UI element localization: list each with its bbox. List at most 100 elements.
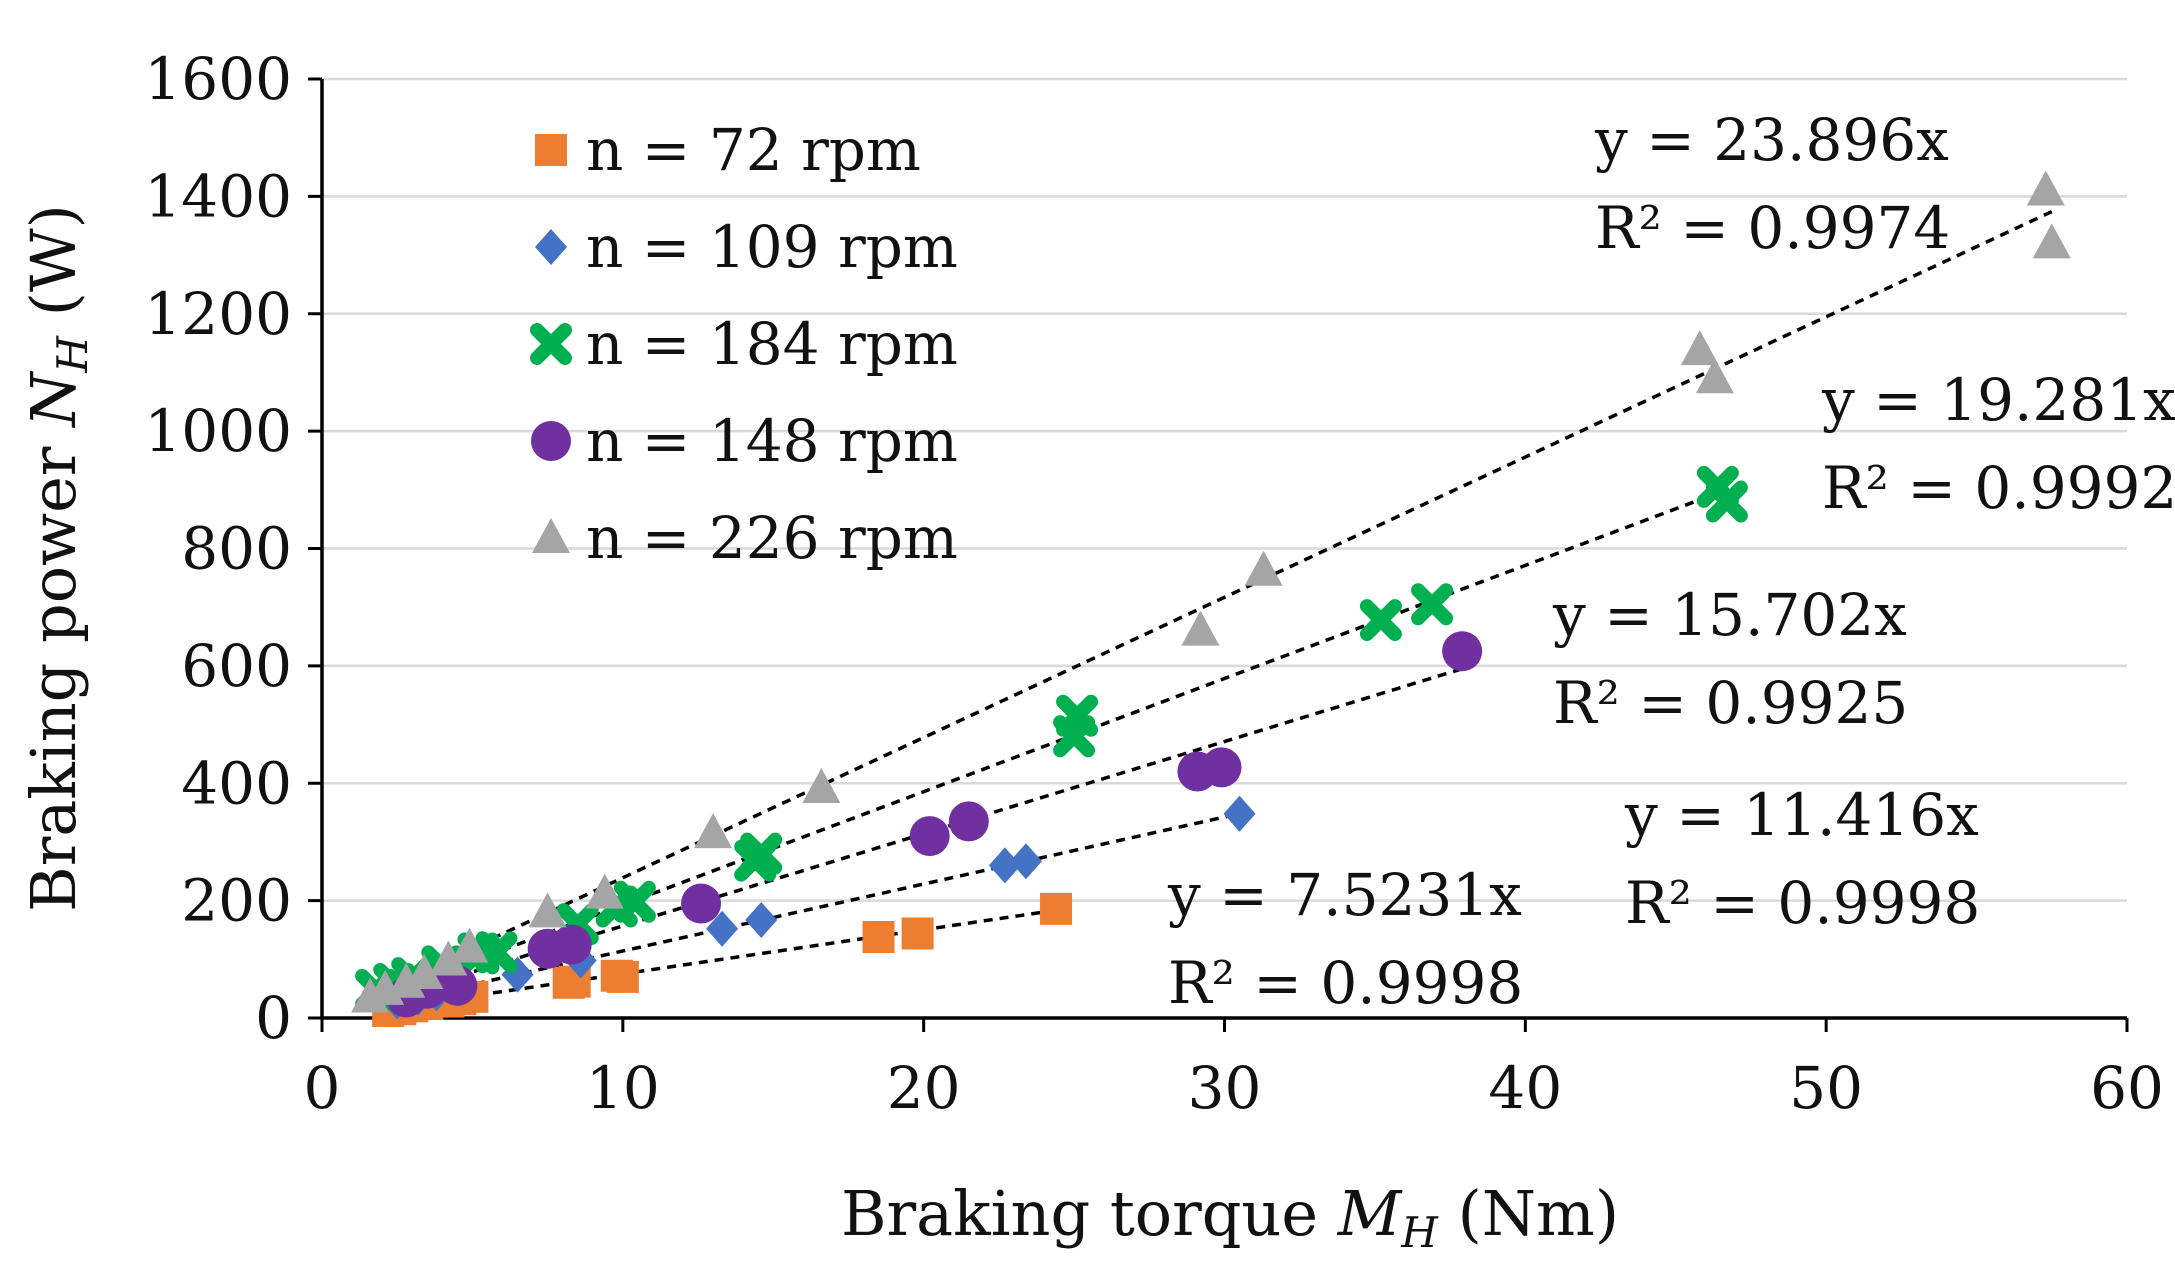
point-series-4 [1244,550,1283,586]
point-series-0 [901,917,934,950]
legend: n = 72 rpm n = 109 rpm n = 184 rpm n = 148 … [530,116,958,572]
axes [308,77,2129,1032]
point-series-4 [450,927,489,963]
point-series-3 [1201,747,1242,788]
point-series-4 [429,940,468,976]
legend-label-0: n = 72 rpm [586,116,921,184]
point-series-3 [948,801,989,842]
point-series-4 [2032,223,2071,259]
r2-label-1: R² = 0.9998 [1625,869,1980,937]
r2-label-4: R² = 0.9974 [1595,194,1950,262]
point-series-4 [2026,170,2065,206]
point-series-1 [706,910,739,947]
point-series-0 [862,921,895,954]
y-tick-label: 400 [181,749,292,817]
y-tick-label: 200 [181,867,292,935]
point-series-2 [1056,694,1099,737]
trend-equations: y = 23.896x R² = 0.9974 y = 19.281x R² = 0.… [1167,106,2175,1017]
x-tick-label: 60 [2090,1054,2164,1122]
point-series-2-stroke-b [1056,694,1099,737]
gridlines [322,77,2127,902]
legend-marker-4 [532,518,570,553]
point-series-1 [501,956,534,993]
equation-label-2: y = 19.281x [1821,366,2175,434]
y-tick-label: 1000 [144,397,292,465]
x-axis-title-var: M [1337,1177,1403,1250]
point-series-0 [1040,892,1073,925]
point-series-3 [1442,631,1483,672]
point-series-1 [988,847,1021,884]
point-series-3 [909,816,950,857]
legend-label-1: n = 109 rpm [586,213,958,281]
point-series-2-stroke-b [613,880,656,923]
legend-label-3: n = 148 rpm [586,407,958,475]
data-points [351,170,2071,1027]
point-series-2-stroke-b [1359,599,1402,642]
point-series-4 [405,953,444,989]
point-series-4 [1695,358,1734,394]
equation-label-0: y = 7.5231x [1167,861,1522,929]
point-series-2 [1359,599,1402,642]
point-series-4 [528,892,567,928]
legend-label-2: n = 184 rpm [586,310,958,378]
point-series-1 [1223,795,1256,832]
equation-label-1: y = 11.416x [1624,781,1979,849]
point-series-4 [1680,330,1719,366]
point-series-2 [1411,583,1454,626]
y-tick-label: 1600 [144,45,292,113]
equation-label-4: y = 23.896x [1594,106,1949,174]
point-series-3 [681,883,722,924]
x-axis-title-main: Braking torque [841,1177,1338,1250]
x-tick-label: 0 [304,1054,341,1122]
point-series-4 [694,813,733,849]
legend-marker-1 [535,229,567,265]
x-axis-title: Braking torque MH (Nm) [841,1177,1619,1257]
point-series-0 [606,960,639,993]
point-series-4 [585,873,624,909]
y-axis-title-sub: H [48,335,97,374]
y-tick-label: 1200 [144,280,292,348]
point-series-4 [387,962,426,998]
tick-labels: 0 200 400 600 800 1000 1200 1400 1600 0 10 20 30 40 50… [144,45,2164,1122]
equation-label-3: y = 15.702x [1552,581,1907,649]
r2-label-0: R² = 0.9998 [1168,949,1523,1017]
point-series-2 [1705,480,1748,523]
r2-label-3: R² = 0.9925 [1553,669,1908,737]
y-tick-label: 600 [181,632,292,700]
legend-marker-3 [531,421,571,461]
legend-label-4: n = 226 rpm [586,504,958,572]
y-axis-title: Braking power NH (W) [17,204,97,912]
point-series-1 [745,901,778,938]
y-tick-label: 0 [255,984,292,1052]
point-series-3 [551,924,592,965]
x-tick-label: 50 [1789,1054,1863,1122]
point-series-2 [740,832,783,875]
x-tick-label: 30 [1188,1054,1262,1122]
point-series-4 [1181,610,1220,646]
y-tick-label: 1400 [144,162,292,230]
y-axis-title-unit: (W) [17,204,90,336]
x-tick-label: 40 [1488,1054,1562,1122]
point-series-3 [437,965,478,1006]
y-axis-title-main: Braking power [17,427,90,912]
x-axis-title-sub: H [1400,1208,1439,1257]
point-series-2 [613,880,656,923]
point-series-2-stroke-b [1411,583,1454,626]
x-tick-label: 10 [586,1054,660,1122]
legend-marker-2 [530,323,572,365]
point-series-4 [802,767,841,803]
x-axis-title-unit: (Nm) [1438,1177,1619,1250]
legend-marker-0 [535,134,567,166]
legend-marker-2-stroke-b [530,323,572,365]
point-series-1 [1009,843,1042,880]
y-axis-title-var: N [17,370,90,429]
trendline-series-0 [381,908,1060,1011]
point-series-2-stroke-b [740,832,783,875]
point-series-2-stroke-b [1705,480,1748,523]
trendline-series-4 [375,210,2053,995]
y-tick-label: 800 [181,515,292,583]
x-tick-label: 20 [887,1054,961,1122]
r2-label-2: R² = 0.9992 [1822,454,2175,522]
